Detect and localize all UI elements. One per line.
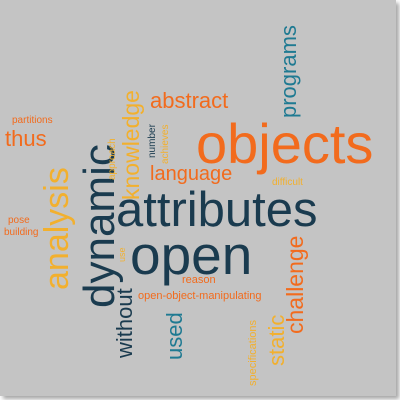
word-abstract: abstract [150, 88, 229, 113]
word-achieves: achieves [160, 124, 171, 164]
word-building: building [4, 227, 39, 238]
word-partitions: partitions [12, 115, 53, 126]
word-open-object-manipulating: open-object-manipulating [138, 290, 262, 302]
word-language: language [150, 163, 233, 185]
word-approach: approach [107, 138, 118, 180]
word-specifications: specifications [247, 319, 259, 386]
word-attributes: attributes [116, 183, 318, 237]
word-used: used [162, 312, 187, 360]
word-objects: objects [196, 112, 374, 175]
word-analysis: analysis [38, 167, 76, 290]
word-challenge: challenge [282, 235, 308, 334]
word-use: use [117, 247, 127, 262]
word-thus: thus [5, 126, 47, 151]
word-programs: programs [276, 25, 301, 118]
word-open: open [130, 224, 253, 286]
word-number: number [147, 124, 158, 158]
word-pose: pose [8, 215, 30, 226]
word-reason: reason [182, 274, 216, 286]
word-difficult: difficult [272, 177, 303, 188]
word-knowledge: knowledge [118, 90, 144, 200]
word-without: without [112, 288, 137, 358]
